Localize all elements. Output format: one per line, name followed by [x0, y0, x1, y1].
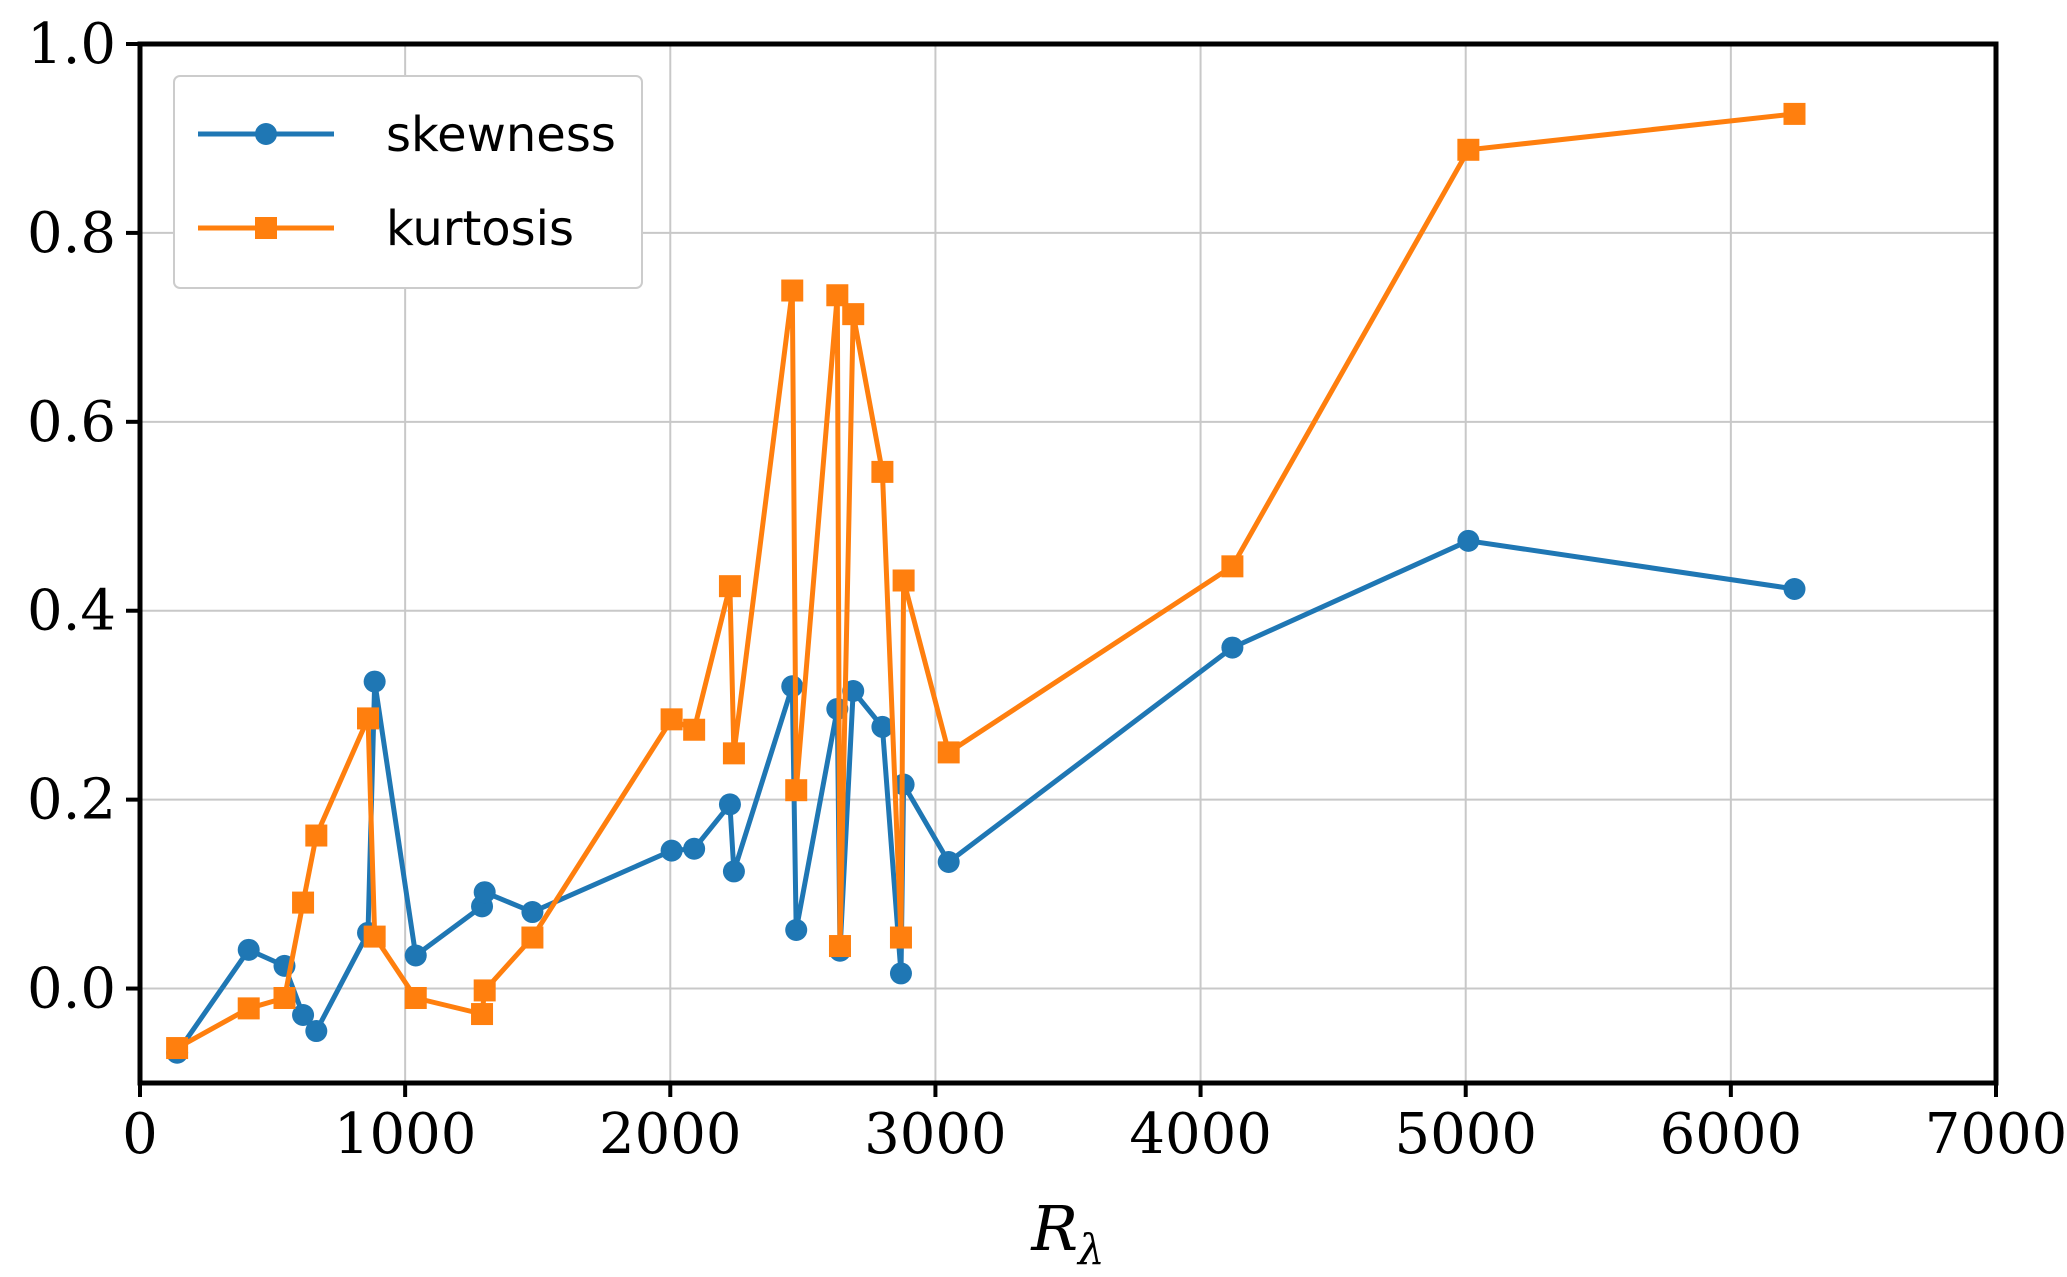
skewness-point: [521, 901, 544, 924]
skewness-point: [785, 918, 808, 941]
skewness-point: [404, 944, 427, 967]
skewness-point: [889, 962, 912, 985]
x-tick-label: 0: [122, 1102, 158, 1167]
legend-box: [173, 75, 643, 289]
x-tick-label: 6000: [1660, 1102, 1803, 1167]
kurtosis-point: [937, 741, 960, 764]
series-layer: [166, 102, 1806, 1064]
kurtosis-point: [1783, 102, 1806, 125]
kurtosis-point: [1221, 555, 1244, 578]
kurtosis-point: [781, 279, 804, 302]
kurtosis-point: [889, 926, 912, 949]
legend-marker-skewness: [255, 123, 277, 145]
y-tick-label: 0.8: [27, 201, 116, 266]
x-tick-label: 2000: [599, 1102, 742, 1167]
skewness-point: [781, 675, 804, 698]
kurtosis-point: [473, 979, 496, 1002]
kurtosis-point: [871, 460, 894, 483]
kurtosis-point: [842, 303, 865, 326]
kurtosis-point: [404, 986, 427, 1009]
kurtosis-point: [237, 997, 260, 1020]
legend: skewness kurtosis: [173, 75, 643, 289]
skewness-point: [473, 881, 496, 904]
kurtosis-point: [718, 575, 741, 598]
x-axis-label-main: R: [1030, 1192, 1078, 1265]
series-kurtosis: [166, 102, 1806, 1060]
kurtosis-point: [722, 742, 745, 765]
tick-labels: 0 1000 2000 3000 4000 5000 6000 7000 0.0 0.2 0.4 0.…: [27, 12, 2067, 1167]
kurtosis-point: [892, 569, 915, 592]
kurtosis-point: [828, 935, 851, 958]
x-tick-label: 3000: [864, 1102, 1007, 1167]
skewness-point: [660, 839, 683, 862]
x-tick-label: 1000: [334, 1102, 477, 1167]
skewness-point: [871, 715, 894, 738]
y-tick-label: 0.6: [27, 390, 116, 455]
kurtosis-point: [292, 891, 315, 914]
kurtosis-point: [357, 707, 380, 730]
legend-label-skewness: skewness: [386, 107, 616, 163]
skewness-point: [1221, 636, 1244, 659]
y-tick-label: 0.0: [27, 957, 116, 1022]
skewness-point: [1457, 529, 1480, 552]
x-tick-label: 5000: [1394, 1102, 1537, 1167]
legend-label-kurtosis: kurtosis: [386, 201, 574, 257]
y-tick-label: 0.2: [27, 768, 116, 833]
skewness-point: [937, 850, 960, 873]
x-tick-label: 7000: [1925, 1102, 2067, 1167]
kurtosis-point: [305, 824, 328, 847]
skewness-line: [175, 538, 1795, 1055]
kurtosis-point: [826, 284, 849, 307]
ticks: [126, 42, 1998, 1097]
x-axis-label-subscript: λ: [1076, 1225, 1105, 1274]
kurtosis-point: [1457, 138, 1480, 161]
kurtosis-point: [273, 986, 296, 1009]
skewness-point: [1783, 578, 1806, 601]
skewness-point: [683, 837, 706, 860]
y-tick-label: 1.0: [27, 12, 116, 77]
legend-marker-kurtosis: [255, 217, 277, 239]
y-tick-label: 0.4: [27, 579, 116, 644]
x-axis-label: Rλ: [1030, 1192, 1104, 1274]
skewness-point: [305, 1020, 328, 1043]
plot-frame: [137, 41, 1999, 1086]
kurtosis-point: [683, 718, 706, 741]
skewness-point: [363, 670, 386, 693]
kurtosis-point: [785, 779, 808, 802]
kurtosis-point: [363, 925, 386, 948]
skewness-point: [237, 938, 260, 961]
skewness-point: [722, 860, 745, 883]
skewness-point: [292, 1003, 315, 1026]
skewness-point: [718, 793, 741, 816]
kurtosis-point: [521, 926, 544, 949]
kurtosis-point: [471, 1003, 494, 1026]
kurtosis-point: [660, 708, 683, 731]
x-tick-label: 4000: [1129, 1102, 1272, 1167]
kurtosis-point: [166, 1037, 189, 1060]
